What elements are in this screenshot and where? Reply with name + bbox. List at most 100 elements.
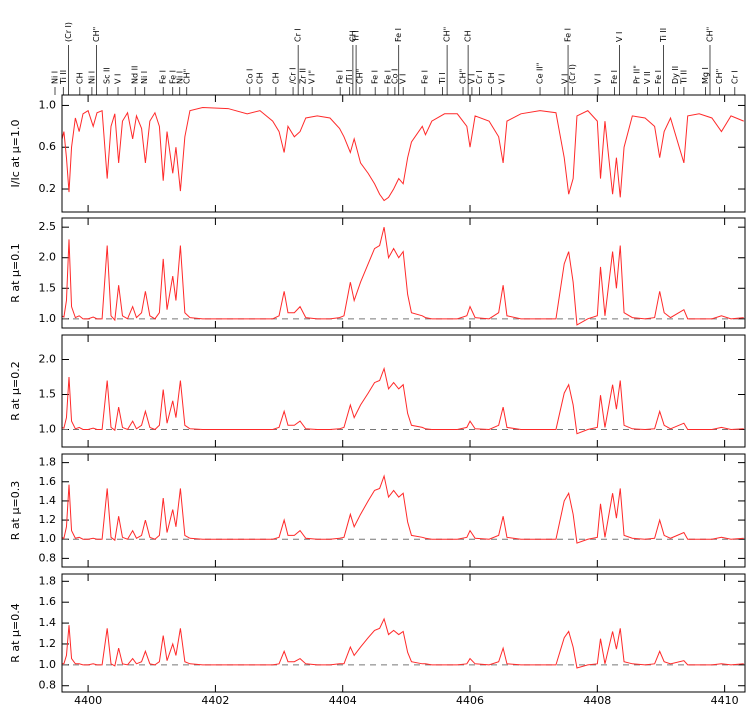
y-tick-label: 0.8 bbox=[39, 551, 57, 564]
line-id-label: Fe I bbox=[371, 70, 380, 84]
y-tick-label: 1.5 bbox=[39, 388, 57, 401]
y-tick-label: 1.6 bbox=[39, 595, 57, 608]
y-tick-label: 1.0 bbox=[39, 532, 57, 545]
line-id-label: CH" bbox=[715, 69, 724, 84]
line-id-label: Fe I bbox=[168, 70, 177, 84]
line-id-label: Fe I bbox=[159, 70, 168, 84]
x-tick-label: 4404 bbox=[329, 694, 357, 707]
line-id-label: V I bbox=[467, 74, 476, 84]
line-id-label: V I bbox=[497, 74, 506, 84]
line-id-label: Fe I bbox=[394, 28, 403, 42]
y-tick-label: 1.0 bbox=[39, 658, 57, 671]
line-id-label: Ti II bbox=[59, 70, 68, 85]
line-id-label: /Cr I bbox=[289, 68, 298, 84]
line-id-label: Fe I bbox=[610, 70, 619, 84]
spectrum-line bbox=[62, 474, 744, 544]
line-id-label: Ce II" bbox=[536, 63, 545, 84]
line-id-label: CH" bbox=[92, 27, 101, 42]
line-id-label: Cr I bbox=[294, 28, 303, 42]
y-tick-label: 0.2 bbox=[39, 182, 57, 195]
panel-frame bbox=[61, 453, 746, 568]
line-id-label: V I bbox=[593, 74, 602, 84]
line-id-label: Cr I bbox=[730, 70, 739, 84]
y-tick-label: 0.6 bbox=[39, 140, 57, 153]
line-id-label: Ni I bbox=[50, 71, 59, 84]
y-tick-label: 1.5 bbox=[39, 281, 57, 294]
line-id-label: Mg I bbox=[701, 67, 710, 84]
y-tick-label: 1.8 bbox=[39, 456, 57, 469]
line-id-label: /Ti I bbox=[345, 70, 354, 84]
line-id-label: Zr II bbox=[299, 68, 308, 84]
line-id-label: Ti II bbox=[659, 28, 668, 43]
line-id-label: Ti II bbox=[679, 70, 688, 85]
y-axis-label: R at μ=0.2 bbox=[9, 361, 22, 420]
line-id-label: CH" bbox=[355, 69, 364, 84]
line-id-label: Ti I bbox=[438, 72, 447, 85]
y-tick-label: 1.2 bbox=[39, 513, 57, 526]
line-id-label: CH bbox=[255, 72, 264, 84]
x-tick-label: 4400 bbox=[74, 694, 102, 707]
line-id-label: CH bbox=[271, 72, 280, 84]
y-axis-label: R at μ=0.1 bbox=[9, 243, 22, 302]
spectrum-line bbox=[62, 107, 744, 202]
line-id-label: Fe I bbox=[336, 70, 345, 84]
y-tick-label: 2.0 bbox=[39, 353, 57, 366]
y-tick-label: 2.5 bbox=[39, 220, 57, 233]
x-tick-label: 4406 bbox=[456, 694, 484, 707]
line-id-label: V I bbox=[399, 74, 408, 84]
line-id-label: CH bbox=[487, 72, 496, 84]
line-id-label: CH" bbox=[705, 27, 714, 42]
line-id-label: Dy II bbox=[671, 66, 680, 84]
line-id-label: Fe I bbox=[383, 70, 392, 84]
y-axis-label: R at μ=0.4 bbox=[9, 603, 22, 662]
line-id-label: V II bbox=[643, 71, 652, 84]
line-id-label: Co I bbox=[245, 69, 254, 84]
x-tick-label: 4410 bbox=[711, 694, 739, 707]
line-id-label: Nd II bbox=[131, 66, 140, 84]
spectrum-line bbox=[62, 366, 744, 435]
line-id-label: Cr I bbox=[475, 70, 484, 84]
y-tick-label: 1.4 bbox=[39, 616, 57, 629]
line-id-label: Ni I bbox=[175, 71, 184, 84]
line-id-label: (Cr I) bbox=[568, 64, 577, 84]
spectrum-line bbox=[62, 227, 744, 326]
line-id-label: CH" bbox=[443, 27, 452, 42]
x-tick-label: 4402 bbox=[201, 694, 229, 707]
line-id-label: V I" bbox=[308, 70, 317, 84]
line-id-label: Sc II bbox=[103, 67, 112, 84]
line-id-label: Fe I bbox=[654, 70, 663, 84]
line-id-label: V I bbox=[615, 32, 624, 42]
line-id-label: CH bbox=[464, 30, 473, 42]
line-id-label: Ni I bbox=[140, 71, 149, 84]
y-tick-label: 1.4 bbox=[39, 494, 57, 507]
line-id-label: Ni I bbox=[87, 71, 96, 84]
panel-frame bbox=[61, 217, 746, 329]
y-tick-label: 1.0 bbox=[39, 423, 57, 436]
line-id-label: Fe I bbox=[420, 70, 429, 84]
x-tick-label: 4408 bbox=[583, 694, 611, 707]
y-tick-label: 1.0 bbox=[39, 312, 57, 325]
line-id-label: Co I bbox=[390, 69, 399, 84]
y-axis-label: R at μ=0.3 bbox=[9, 481, 22, 540]
y-tick-label: 2.0 bbox=[39, 251, 57, 264]
line-id-label: V I bbox=[560, 74, 569, 84]
line-id-label: CH" bbox=[459, 69, 468, 84]
y-tick-label: 1.8 bbox=[39, 574, 57, 587]
line-id-label: Ti I bbox=[352, 30, 361, 43]
line-id-label: V I bbox=[114, 74, 123, 84]
y-axis-label: I/Ic at μ=1.0 bbox=[9, 120, 22, 188]
spectrum-line bbox=[62, 617, 744, 669]
line-id-label: CH bbox=[75, 72, 84, 84]
y-tick-label: 1.2 bbox=[39, 637, 57, 650]
line-id-label: (Cr I) bbox=[64, 22, 73, 42]
y-tick-label: 1.6 bbox=[39, 475, 57, 488]
line-id-label: CH bbox=[348, 30, 357, 42]
panel-frame bbox=[61, 573, 746, 693]
panel-frame bbox=[61, 94, 746, 213]
line-id-label: CH" bbox=[182, 69, 191, 84]
line-id-label: Pr II" bbox=[632, 65, 641, 84]
panel-frame bbox=[61, 334, 746, 448]
line-id-label: Fe I bbox=[564, 28, 573, 42]
